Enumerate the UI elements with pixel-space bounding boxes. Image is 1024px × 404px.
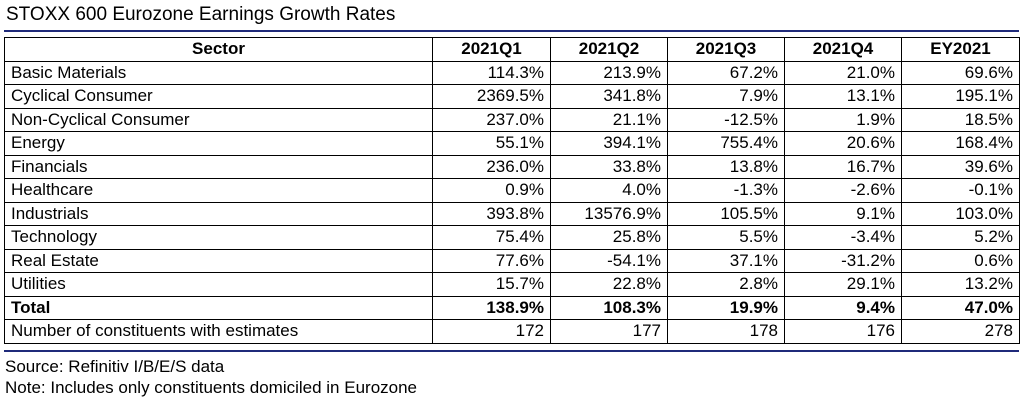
table-cell: 4.0% (550, 178, 668, 203)
row-label: Industrials (4, 201, 433, 226)
table-cell: 177 (550, 319, 668, 344)
header-2021q2: 2021Q2 (550, 37, 668, 62)
table-cell: 0.9% (432, 178, 551, 203)
table-cell: 15.7% (432, 272, 551, 297)
table-cell: 195.1% (901, 84, 1020, 109)
table-row: Financials 236.0% 33.8% 13.8% 16.7% 39.6% (4, 154, 1020, 179)
table-cell: 18.5% (901, 107, 1020, 132)
source-note: Source: Refinitiv I/B/E/S data (5, 357, 225, 376)
table-cell: 33.8% (550, 154, 668, 179)
table-title: STOXX 600 Eurozone Earnings Growth Rates (6, 4, 396, 25)
bottom-rule (4, 350, 1019, 352)
table-cell: 178 (667, 319, 785, 344)
header-ey2021: EY2021 (901, 37, 1020, 62)
constituents-row: Number of constituents with estimates 172… (4, 319, 1020, 344)
table-cell: 168.4% (901, 131, 1020, 156)
table-row: Non-Cyclical Consumer 237.0% 21.1% -12.5% 1.… (4, 107, 1020, 132)
table-cell: -3.4% (784, 225, 902, 250)
table-cell: 22.8% (550, 272, 668, 297)
row-label: Energy (4, 131, 433, 156)
row-label: Real Estate (4, 248, 433, 273)
table-cell: -12.5% (667, 107, 785, 132)
table-cell: 75.4% (432, 225, 551, 250)
table-cell: 393.8% (432, 201, 551, 226)
table-cell: 237.0% (432, 107, 551, 132)
table-cell: 55.1% (432, 131, 551, 156)
table-cell: 29.1% (784, 272, 902, 297)
row-label: Technology (4, 225, 433, 250)
row-label: Non-Cyclical Consumer (4, 107, 433, 132)
table-cell: 67.2% (667, 60, 785, 85)
table-row: Basic Materials 114.3% 213.9% 67.2% 21.0% 69.… (4, 60, 1020, 85)
table-cell: 7.9% (667, 84, 785, 109)
table-row: Real Estate 77.6% -54.1% 37.1% -31.2% 0.6% (4, 248, 1020, 273)
row-label: Basic Materials (4, 60, 433, 85)
total-row: Total 138.9% 108.3% 19.9% 9.4% 47.0% (4, 295, 1020, 320)
note-text: Note: Includes only constituents domicil… (5, 378, 418, 397)
table-cell: 5.5% (667, 225, 785, 250)
table-cell: 13.2% (901, 272, 1020, 297)
table-cell: 103.0% (901, 201, 1020, 226)
table-row: Cyclical Consumer 2369.5% 341.8% 7.9% 13.1% 1… (4, 84, 1020, 109)
table-cell: 172 (432, 319, 551, 344)
table-cell: 77.6% (432, 248, 551, 273)
table-row: Energy 55.1% 394.1% 755.4% 20.6% 168.4% (4, 131, 1020, 156)
table-cell: 47.0% (901, 295, 1020, 320)
table-row: Healthcare 0.9% 4.0% -1.3% -2.6% -0.1% (4, 178, 1020, 203)
table-cell: 755.4% (667, 131, 785, 156)
header-2021q1: 2021Q1 (432, 37, 551, 62)
table-cell: 236.0% (432, 154, 551, 179)
table-cell: 21.1% (550, 107, 668, 132)
table-cell: -0.1% (901, 178, 1020, 203)
table-cell: 0.6% (901, 248, 1020, 273)
table-cell: 213.9% (550, 60, 668, 85)
table-cell: 176 (784, 319, 902, 344)
header-2021q4: 2021Q4 (784, 37, 902, 62)
table-row: Utilities 15.7% 22.8% 2.8% 29.1% 13.2% (4, 272, 1020, 297)
table-cell: -2.6% (784, 178, 902, 203)
row-label: Financials (4, 154, 433, 179)
earnings-table: Sector 2021Q1 2021Q2 2021Q3 2021Q4 EY202… (4, 37, 1020, 344)
table-cell: -54.1% (550, 248, 668, 273)
table-cell: 13.1% (784, 84, 902, 109)
table-cell: -1.3% (667, 178, 785, 203)
table-cell: 1.9% (784, 107, 902, 132)
table-cell: 278 (901, 319, 1020, 344)
table-cell: 19.9% (667, 295, 785, 320)
table-cell: 21.0% (784, 60, 902, 85)
table-body: Basic Materials 114.3% 213.9% 67.2% 21.0% 69.… (4, 60, 1020, 344)
table-cell: -31.2% (784, 248, 902, 273)
table-cell: 108.3% (550, 295, 668, 320)
table-cell: 114.3% (432, 60, 551, 85)
footnotes: Source: Refinitiv I/B/E/S data Note: Inc… (5, 356, 417, 398)
top-rule (4, 30, 1019, 32)
table-cell: 5.2% (901, 225, 1020, 250)
table-cell: 105.5% (667, 201, 785, 226)
table-cell: 13576.9% (550, 201, 668, 226)
table-cell: 25.8% (550, 225, 668, 250)
table-row: Industrials 393.8% 13576.9% 105.5% 9.1% 103.0… (4, 201, 1020, 226)
header-sector: Sector (4, 37, 433, 62)
table-cell: 16.7% (784, 154, 902, 179)
header-row: Sector 2021Q1 2021Q2 2021Q3 2021Q4 EY202… (4, 37, 1020, 62)
table-cell: 9.1% (784, 201, 902, 226)
row-label: Total (4, 295, 433, 320)
table-cell: 69.6% (901, 60, 1020, 85)
row-label: Healthcare (4, 178, 433, 203)
table-cell: 2.8% (667, 272, 785, 297)
table-row: Technology 75.4% 25.8% 5.5% -3.4% 5.2% (4, 225, 1020, 250)
row-label: Utilities (4, 272, 433, 297)
table-cell: 9.4% (784, 295, 902, 320)
table-cell: 394.1% (550, 131, 668, 156)
table-cell: 39.6% (901, 154, 1020, 179)
row-label: Cyclical Consumer (4, 84, 433, 109)
table-cell: 2369.5% (432, 84, 551, 109)
table-cell: 37.1% (667, 248, 785, 273)
table-cell: 341.8% (550, 84, 668, 109)
table-cell: 13.8% (667, 154, 785, 179)
table-cell: 138.9% (432, 295, 551, 320)
header-2021q3: 2021Q3 (667, 37, 785, 62)
table-cell: 20.6% (784, 131, 902, 156)
row-label: Number of constituents with estimates (4, 319, 433, 344)
